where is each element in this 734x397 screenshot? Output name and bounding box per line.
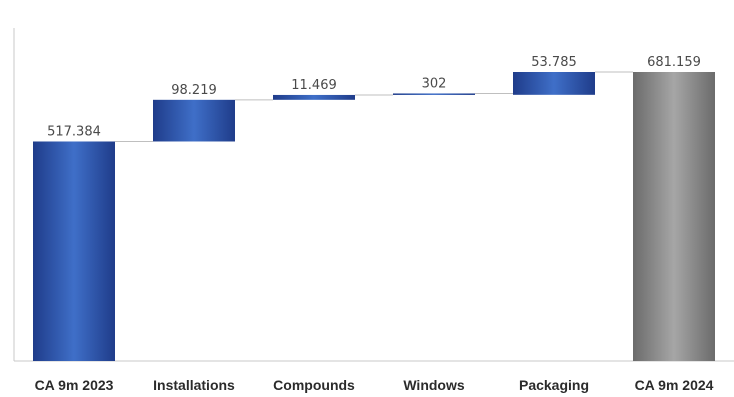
value-label: 98.219 xyxy=(171,83,217,98)
category-label: CA 9m 2024 xyxy=(635,377,714,393)
value-label: 517.384 xyxy=(47,124,101,139)
value-labels-group: 517.384 98.219 11.469 302 53.785 681.159 xyxy=(47,55,701,139)
bar-installations xyxy=(153,99,235,142)
connector-lines xyxy=(115,71,633,142)
bar-windows xyxy=(393,93,475,95)
bar-ca-9m-2024 xyxy=(633,72,715,361)
bar-compounds xyxy=(273,94,355,100)
value-label: 302 xyxy=(422,76,447,91)
bar-ca-9m-2023 xyxy=(33,141,115,361)
category-label: Installations xyxy=(153,377,235,393)
value-label: 11.469 xyxy=(291,78,337,93)
value-label: 681.159 xyxy=(647,55,701,70)
category-labels-group: CA 9m 2023 Installations Compounds Windows P… xyxy=(35,377,714,393)
bars-group xyxy=(33,72,715,361)
category-label: Windows xyxy=(403,377,465,393)
category-label: CA 9m 2023 xyxy=(35,377,114,393)
category-label: Packaging xyxy=(519,377,589,393)
category-label: Compounds xyxy=(273,377,355,393)
value-label: 53.785 xyxy=(531,55,577,70)
bar-packaging xyxy=(513,72,595,95)
